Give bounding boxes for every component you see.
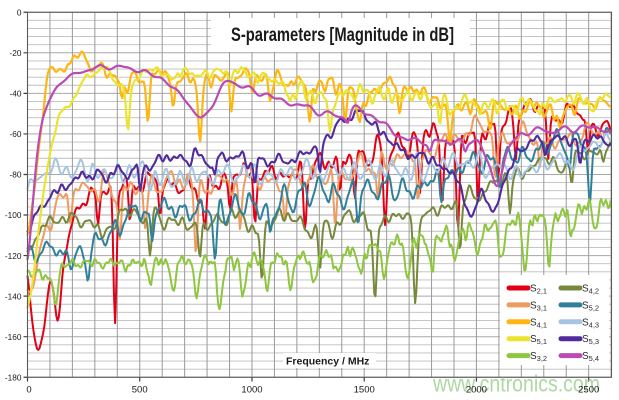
svg-text:0: 0 (17, 7, 22, 17)
svg-text:S3,1: S3,1 (530, 300, 547, 312)
svg-text:-80: -80 (10, 170, 22, 180)
svg-text:-160: -160 (5, 332, 22, 342)
svg-text:www.cntronics.com: www.cntronics.com (432, 371, 600, 397)
svg-text:S5,1: S5,1 (530, 334, 547, 346)
svg-text:-180: -180 (5, 372, 22, 382)
svg-text:S3,2: S3,2 (530, 351, 547, 363)
svg-text:S5,3: S5,3 (582, 334, 599, 346)
svg-text:500: 500 (132, 385, 148, 396)
svg-text:S5,2: S5,2 (582, 300, 599, 312)
svg-text:S4,1: S4,1 (530, 317, 547, 329)
svg-text:S2,1: S2,1 (530, 284, 547, 296)
svg-text:0: 0 (26, 385, 31, 396)
svg-text:-40: -40 (10, 89, 22, 99)
svg-text:-100: -100 (5, 210, 22, 220)
svg-text:S-parameters [Magnitude in dB]: S-parameters [Magnitude in dB] (231, 25, 454, 46)
svg-text:1000: 1000 (241, 385, 262, 396)
svg-text:S4,2: S4,2 (582, 284, 599, 296)
svg-text:2500: 2500 (578, 385, 599, 396)
svg-text:1500: 1500 (354, 385, 375, 396)
svg-text:S4,3: S4,3 (582, 317, 599, 329)
svg-text:Frequency / MHz: Frequency / MHz (286, 356, 369, 368)
svg-text:S5,4: S5,4 (582, 351, 599, 363)
svg-text:-120: -120 (5, 251, 22, 261)
svg-text:-140: -140 (5, 291, 22, 301)
svg-text:2000: 2000 (466, 385, 487, 396)
svg-text:-20: -20 (10, 48, 22, 58)
svg-text:-60: -60 (10, 129, 22, 139)
